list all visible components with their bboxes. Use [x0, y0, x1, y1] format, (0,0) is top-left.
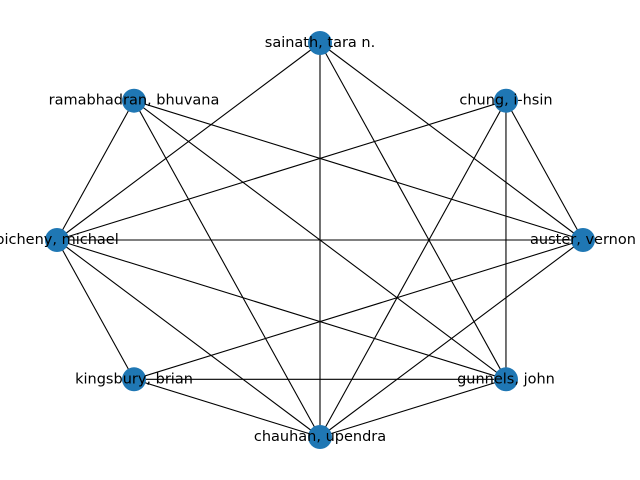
edge-chung-chauhan — [319, 100, 507, 438]
node-gunnels — [493, 367, 518, 392]
node-chauhan — [308, 425, 332, 449]
edge-chung-picheny — [56, 100, 507, 241]
edge-ramabhadran-chauhan — [133, 100, 321, 438]
edge-ramabhadran-picheny — [56, 100, 135, 241]
edge-picheny-gunnels — [56, 239, 507, 380]
node-picheny — [45, 228, 69, 252]
node-auster — [571, 228, 595, 252]
node-label-picheny: picheny, michael — [0, 232, 119, 248]
edge-sainath-gunnels — [319, 42, 507, 380]
edge-chauhan-gunnels — [319, 378, 507, 438]
edge-chung-auster — [505, 100, 584, 241]
node-chung — [493, 88, 518, 113]
edges-layer — [56, 42, 584, 438]
edge-picheny-chauhan — [56, 239, 321, 438]
node-label-auster: auster, vernon — [530, 232, 636, 248]
node-ramabhadran — [122, 88, 147, 113]
labels-layer: sainath, tara n. chung, i-hsin auster, ver… — [0, 35, 636, 445]
edge-chauhan-auster — [319, 239, 584, 438]
edge-ramabhadran-auster — [133, 100, 584, 241]
node-label-chauhan: chauhan, upendra — [254, 429, 386, 445]
nodes-layer — [45, 31, 595, 449]
node-label-gunnels: gunnels, john — [457, 371, 555, 387]
node-label-ramabhadran: ramabhadran, bhuvana — [49, 93, 220, 109]
edge-kingsbury-auster — [133, 239, 584, 380]
node-label-sainath: sainath, tara n. — [265, 35, 375, 51]
node-label-chung: chung, i-hsin — [459, 93, 552, 109]
edge-kingsbury-chauhan — [133, 378, 321, 438]
node-sainath — [308, 31, 332, 55]
node-kingsbury — [122, 367, 147, 392]
edge-sainath-auster — [319, 42, 584, 241]
edge-picheny-kingsbury — [56, 239, 135, 380]
node-label-kingsbury: kingsbury, brian — [75, 371, 193, 387]
